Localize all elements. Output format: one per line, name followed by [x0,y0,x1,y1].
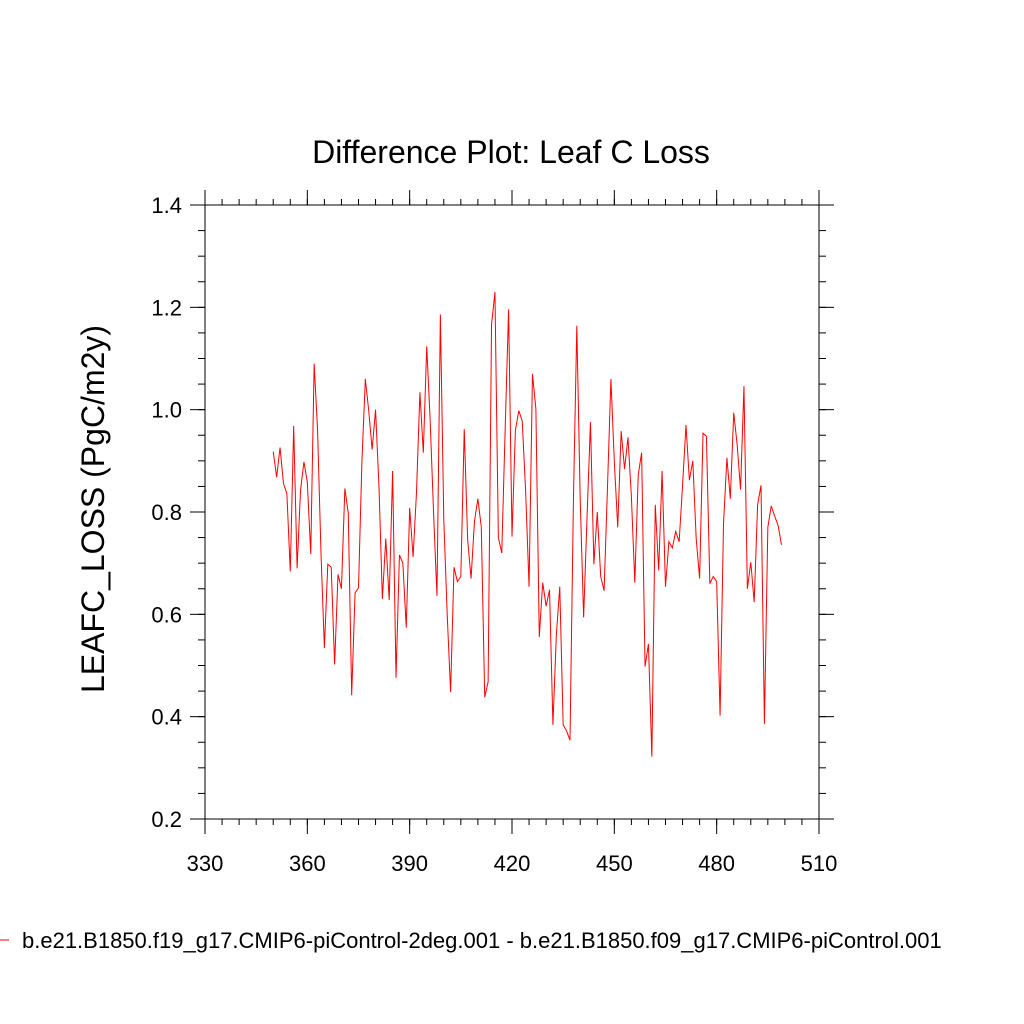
legend: b.e21.B1850.f19_g17.CMIP6-piControl-2deg… [0,928,942,953]
x-axis: 330 360 390 420 450 480 510 [187,190,838,876]
y-axis-label: LEAFC_LOSS (PgC/m2y) [75,325,111,693]
y-tick-label: 0.6 [151,602,182,627]
x-tick-label: 390 [391,851,428,876]
y-tick-label: 0.8 [151,500,182,525]
series-layer [272,291,782,757]
chart-title: Difference Plot: Leaf C Loss [312,134,710,170]
y-axis: 0.2 0.4 0.6 0.8 1.0 1.2 1.4 [151,193,834,832]
x-tick-label: 420 [494,851,531,876]
x-tick-label: 450 [596,851,633,876]
y-tick-label: 1.0 [151,398,182,423]
y-tick-label: 1.2 [151,295,182,320]
y-tick-label: 0.4 [151,705,182,730]
x-tick-label: 480 [698,851,735,876]
y-tick-label: 1.4 [151,193,182,218]
x-tick-label: 360 [289,851,326,876]
legend-label: b.e21.B1850.f19_g17.CMIP6-piControl-2deg… [22,928,942,953]
x-tick-label: 510 [801,851,838,876]
x-tick-label: 330 [187,851,224,876]
series-line [272,291,782,757]
y-tick-label: 0.2 [151,807,182,832]
